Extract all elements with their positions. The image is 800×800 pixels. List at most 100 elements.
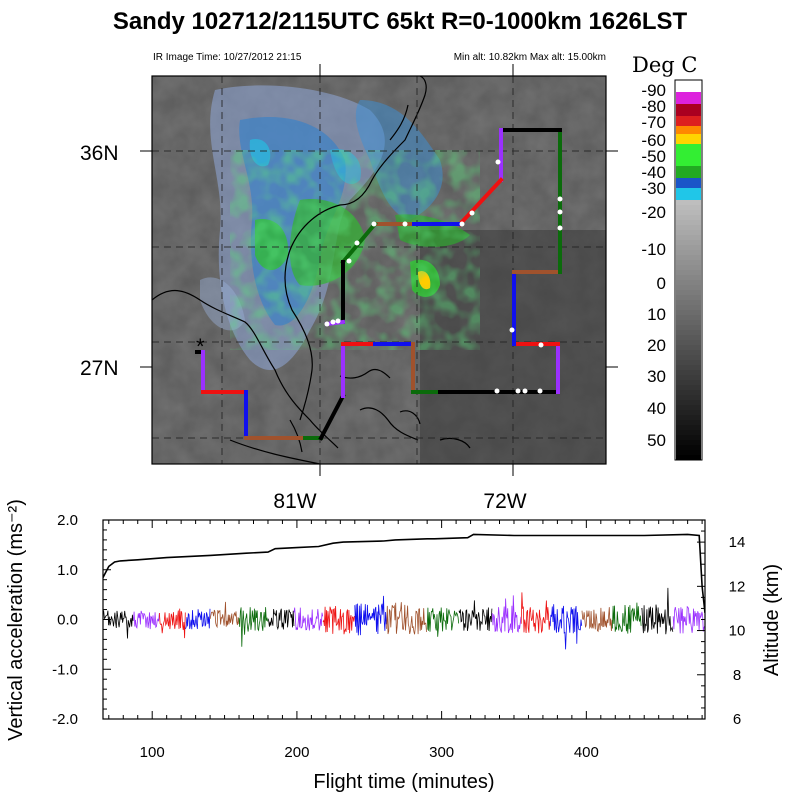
colorbar-label: -70 [641, 113, 666, 132]
lat-label-27n: 27N [80, 357, 119, 380]
colorbar-swatch [676, 250, 701, 256]
map-frame [151, 75, 607, 465]
acceleration-segment [491, 595, 522, 634]
map-ticks [140, 64, 618, 476]
colorbar-swatch [676, 126, 701, 134]
x-tick-label: 100 [140, 744, 165, 761]
colorbar-label: -90 [641, 81, 666, 100]
colorbar-swatch [676, 235, 701, 241]
colorbar-swatch [676, 92, 701, 104]
y-tick-label: 1.0 [57, 562, 78, 579]
colorbar-swatch [676, 285, 701, 291]
colorbar-swatch [676, 325, 701, 331]
colorbar-swatch [676, 210, 701, 216]
x-tick-label: 200 [284, 744, 309, 761]
colorbar-label: -20 [641, 203, 666, 222]
colorbar-swatch [676, 240, 701, 246]
colorbar-swatch [676, 225, 701, 231]
acceleration-segment [267, 608, 295, 631]
colorbar-label: -60 [641, 131, 666, 150]
acceleration-segment [426, 607, 460, 637]
colorbar-swatch [676, 345, 701, 351]
takeoff-marker: * [196, 334, 205, 359]
colorbar-swatch [676, 255, 701, 261]
flight-track-segment [318, 393, 346, 441]
colorbar-swatch [676, 188, 701, 200]
colorbar-label: -50 [641, 147, 666, 166]
y2-axis-label: Altitude (km) [761, 564, 783, 676]
acceleration-segment [159, 608, 186, 639]
acceleration-segment [322, 605, 355, 635]
y2-axis-ticks: 14 12 10 8 6 [697, 519, 746, 728]
y-tick-label: 0.0 [57, 612, 78, 629]
colorbar-swatch [676, 82, 701, 92]
colorbar-swatch [676, 144, 701, 166]
colorbar-swatch [676, 330, 701, 336]
acceleration-segment [612, 602, 642, 634]
colorbar-swatch [676, 405, 701, 411]
colorbar-swatch [676, 425, 701, 431]
colorbar-label: 10 [647, 305, 666, 324]
ir-image-time: IR Image Time: 10/27/2012 21:15 [153, 52, 302, 63]
coastlines [152, 76, 471, 464]
acceleration-segment [458, 600, 493, 632]
acceleration-segment [520, 592, 551, 634]
timeseries-panel: 100 200 300 400 2.01.00.0-1.0-2.0 14121086 … [5, 499, 783, 793]
colorbar-label: 0 [657, 274, 666, 293]
y2-tick-label: 14 [729, 534, 746, 551]
colorbar-label: 50 [647, 431, 666, 450]
colorbar-swatch [676, 435, 701, 441]
colorbar-swatch [676, 400, 701, 406]
colorbar-swatch [676, 134, 701, 144]
acceleration-segment [672, 605, 705, 634]
colorbar-swatch [676, 260, 701, 266]
colorbar-swatch [676, 375, 701, 381]
acceleration-segment [549, 604, 583, 650]
acceleration-segment [185, 608, 211, 630]
colorbar-swatch [676, 275, 701, 281]
colorbar-swatch [676, 104, 701, 116]
colorbar-swatch [676, 280, 701, 286]
colorbar-swatch [676, 230, 701, 236]
colorbar-swatch [676, 360, 701, 366]
colorbar-label: 40 [647, 399, 666, 418]
lon-label-72w: 72W [483, 490, 526, 513]
acceleration-segment [581, 607, 613, 633]
dropsonde-points [324, 159, 563, 394]
altitude-range: Min alt: 10.82km Max alt: 15.00km [454, 52, 606, 63]
colorbar-swatch [676, 305, 701, 311]
x-axis-ticks: 100 200 300 400 [108, 520, 703, 761]
colorbar-swatch [676, 310, 701, 316]
colorbar-swatch [676, 320, 701, 326]
lat-label-36n: 36N [80, 142, 119, 165]
colorbar-swatch [676, 385, 701, 391]
colorbar-swatch [676, 380, 701, 386]
altitude-line [103, 533, 705, 613]
colorbar-label: -10 [641, 240, 666, 259]
colorbar-swatch [676, 410, 701, 416]
acceleration-segment [641, 587, 674, 635]
figure-title: Sandy 102712/2115UTC 65kt R=0-1000km 162… [113, 8, 688, 35]
map-panel: * 36N 27N 81W 72W [80, 64, 618, 513]
y2-tick-label: 10 [729, 623, 746, 640]
y2-tick-label: 8 [733, 667, 741, 684]
colorbar-swatch [676, 370, 701, 376]
colorbar-swatch [676, 390, 701, 396]
y2-tick-label: 12 [729, 578, 746, 595]
colorbar-swatch [676, 335, 701, 341]
colorbar-swatch [676, 350, 701, 356]
x-axis-label: Flight time (minutes) [313, 771, 494, 793]
acceleration-segment [103, 609, 134, 639]
colorbar-labels: -90-80-70-60-50-40-30 -20 -10 0 10 20 30 40 50 [641, 81, 666, 450]
colorbar-swatch [676, 178, 701, 188]
colorbar-swatch [676, 340, 701, 346]
y-axis-label: Vertical acceleration (ms⁻²) [5, 499, 27, 741]
y-tick-label: -1.0 [52, 661, 78, 678]
acceleration-segment [354, 595, 387, 636]
colorbar-label: -30 [641, 179, 666, 198]
colorbar-frame [674, 79, 703, 461]
colorbar-swatch [676, 395, 701, 401]
colorbar-swatch [676, 270, 701, 276]
acceleration-segment [386, 602, 427, 635]
